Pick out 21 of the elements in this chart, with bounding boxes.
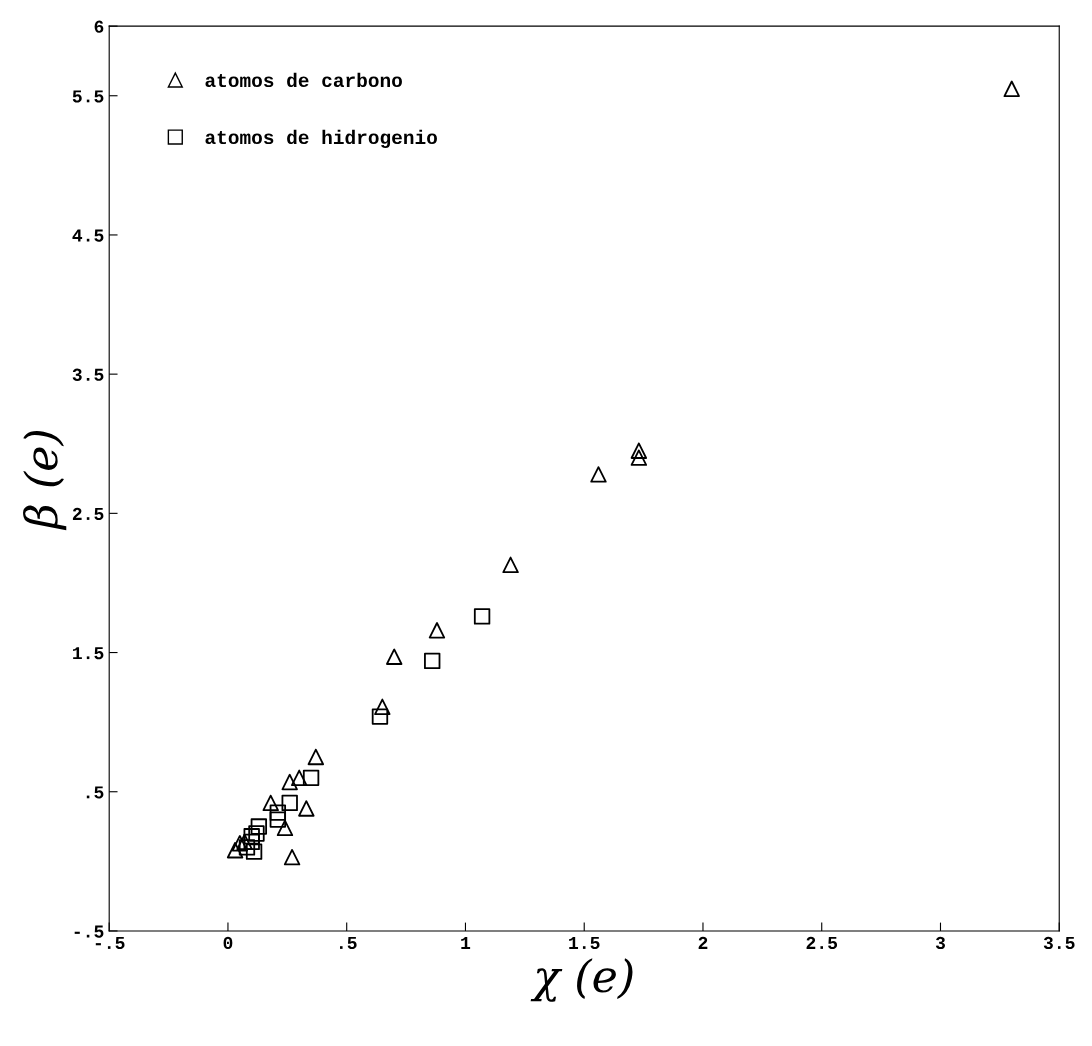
x-tick-label: .5 — [340, 936, 357, 950]
y-tick-label: .5 — [86, 786, 104, 799]
x-tick-label: 1 — [461, 936, 471, 949]
y-tick-label: -.5 — [74, 925, 104, 938]
x-tick-label: -.5 — [95, 936, 125, 950]
legend-label: atomos de hidrogenio — [205, 129, 437, 149]
legend-label: atomos de carbono — [205, 72, 402, 88]
x-axis-title: χ (e) — [530, 958, 633, 1002]
x-tick-label: 2.5 — [806, 936, 838, 950]
y-tick-label: 1.5 — [73, 647, 104, 660]
x-tick-label: 3.5 — [1043, 936, 1075, 950]
y-tick-label: 3.5 — [72, 368, 104, 381]
y-tick-label: 4.5 — [72, 229, 104, 242]
x-tick-label: 3 — [935, 936, 945, 950]
y-tick-label: 2.5 — [72, 507, 104, 521]
x-tick-label: 2 — [698, 936, 708, 949]
y-tick-label: 6 — [94, 20, 104, 33]
x-tick-label: 1.5 — [569, 936, 600, 950]
y-axis-title: β (e) — [23, 430, 67, 531]
x-tick-label: 0 — [223, 936, 233, 950]
y-tick-label: 5.5 — [72, 90, 104, 103]
